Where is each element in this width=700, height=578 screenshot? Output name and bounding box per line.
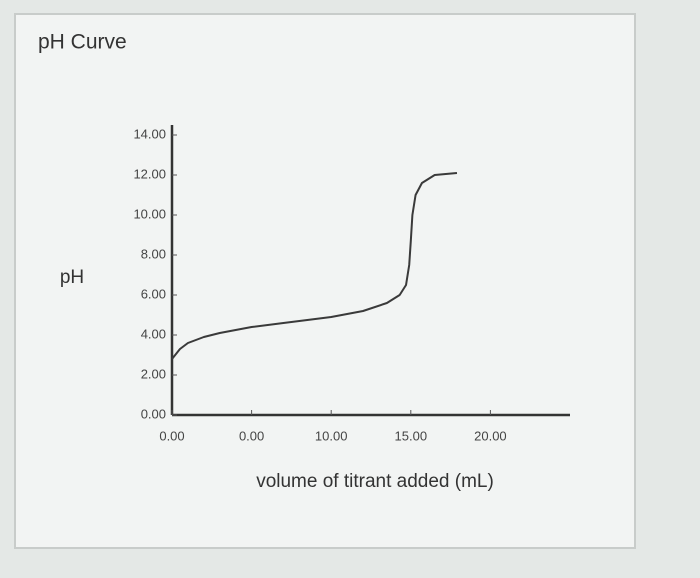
panel: [14, 13, 636, 549]
y-tick-label: 0.00: [141, 406, 166, 421]
ph-curve: [171, 172, 458, 360]
y-tick-label: 2.00: [141, 366, 166, 381]
y-tick-label: 8.00: [141, 246, 166, 261]
y-tick-label: 10.00: [133, 206, 166, 221]
y-tick-label: 12.00: [133, 166, 166, 181]
chart-title: pH Curve: [38, 31, 127, 54]
x-tick-label: 0.00: [159, 428, 184, 443]
x-tick-label: 15.00: [395, 428, 428, 443]
y-tick-label: 14.00: [133, 126, 166, 141]
x-axis-label: volume of titrant added (mL): [256, 471, 494, 492]
x-tick-label: 20.00: [474, 428, 507, 443]
y-axis-label: pH: [60, 267, 84, 288]
y-tick-label: 6.00: [141, 286, 166, 301]
y-tick-label: 4.00: [141, 326, 166, 341]
x-tick-label: 10.00: [315, 428, 348, 443]
x-tick-label: 0.00: [239, 428, 264, 443]
